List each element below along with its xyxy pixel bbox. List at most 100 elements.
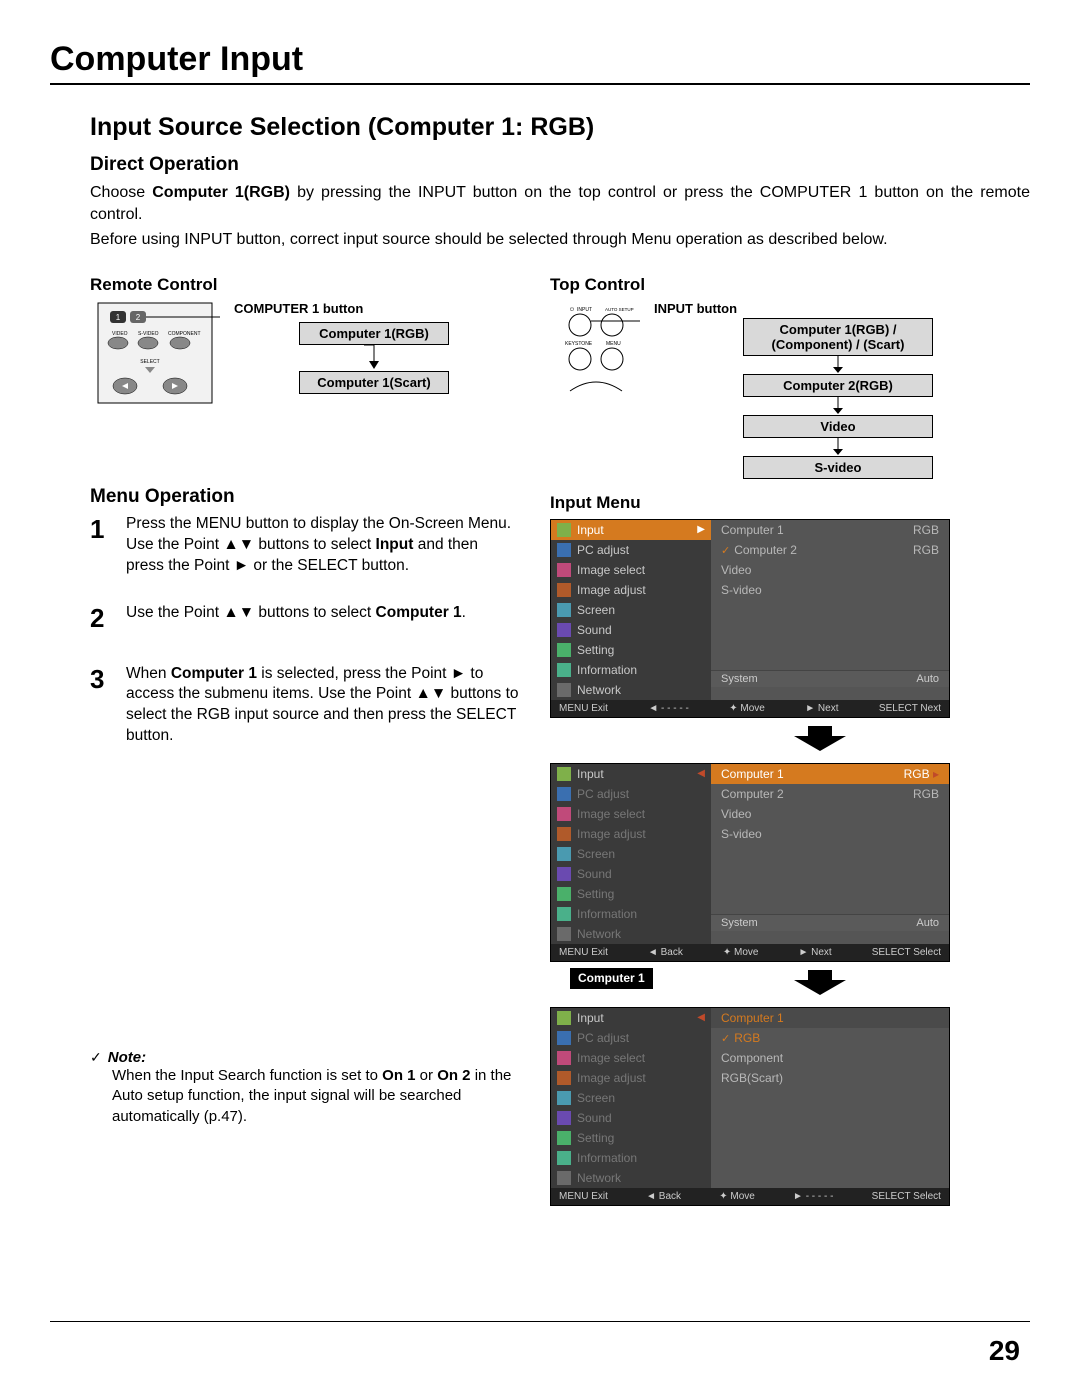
svg-text:SELECT: SELECT bbox=[140, 359, 159, 365]
topctrl-box2: Computer 2(RGB) bbox=[743, 374, 933, 397]
menu-screenshot-1: Input▶PC adjustImage selectImage adjustS… bbox=[550, 519, 950, 718]
top-control-svg: ⏻INPUT AUTO SETUP KEYSTONE MENU bbox=[550, 301, 640, 396]
menu-bottom-hint: ✦ Move bbox=[719, 1191, 755, 1202]
arrow-down-icon bbox=[364, 345, 384, 371]
menu-bottom-hint: SELECT Select bbox=[872, 947, 941, 958]
menu-bottom-hint: ✦ Move bbox=[729, 703, 765, 714]
arrow-down-icon bbox=[831, 397, 845, 415]
menu-list-item: Computer 1RGB bbox=[711, 520, 949, 540]
footer-rule bbox=[50, 1321, 1030, 1322]
down-arrow-with-badge: Computer 1 bbox=[610, 968, 1030, 1001]
menu-bottom-hint: ◄ Back bbox=[646, 1191, 681, 1202]
svg-text:2: 2 bbox=[136, 313, 141, 322]
svg-text:INPUT: INPUT bbox=[577, 307, 592, 313]
menu-bottom-hint: MENU Exit bbox=[559, 703, 608, 714]
svg-text:1: 1 bbox=[116, 313, 121, 322]
svg-text:COMPONENT: COMPONENT bbox=[168, 331, 201, 337]
svg-text:⏻: ⏻ bbox=[570, 307, 574, 313]
menu-bottom-hint: ► - - - - - bbox=[793, 1191, 833, 1202]
menu-bottom-hint: SELECT Select bbox=[872, 1191, 941, 1202]
topctrl-box1: Computer 1(RGB) / (Component) / (Scart) bbox=[743, 318, 933, 356]
menu-bottom-hint: ◄ Back bbox=[648, 947, 683, 958]
top-control-diagram: ⏻INPUT AUTO SETUP KEYSTONE MENU INPUT bu… bbox=[550, 301, 1030, 479]
direct-operation-heading: Direct Operation bbox=[90, 154, 1030, 176]
menu-bottom-hint: MENU Exit bbox=[559, 1191, 608, 1202]
menu-sidebar-item: Information bbox=[551, 660, 711, 680]
step-3: 3 When Computer 1 is selected, press the… bbox=[90, 664, 520, 748]
menu-sidebar-item: Network bbox=[551, 680, 711, 700]
menu-sidebar-item: Information bbox=[551, 904, 711, 924]
note-block: ✓ Note: bbox=[90, 1049, 520, 1066]
menu-list-item: Video bbox=[711, 560, 949, 580]
direct-operation-para2: Before using INPUT button, correct input… bbox=[90, 229, 1030, 251]
menu-list-item: S-video bbox=[711, 580, 949, 600]
menu-sidebar-item: Image select bbox=[551, 804, 711, 824]
menu-list-item: Computer 2RGB bbox=[711, 784, 949, 804]
topctrl-box3: Video bbox=[743, 415, 933, 438]
step-1: 1 Press the MENU button to display the O… bbox=[90, 514, 520, 577]
menu-bottom-hint: ✦ Move bbox=[723, 947, 759, 958]
menu-sidebar-item: Setting bbox=[551, 884, 711, 904]
menu-sidebar-item: Network bbox=[551, 924, 711, 944]
menu-sidebar-item: PC adjust bbox=[551, 540, 711, 560]
direct-operation-para1: Choose Computer 1(RGB) by pressing the I… bbox=[90, 182, 1030, 225]
menu-list-item: Computer 1RGB ▸ bbox=[711, 764, 949, 784]
menu-sidebar-item: Input◀ bbox=[551, 764, 711, 784]
menu-sidebar-item: Input◀ bbox=[551, 1008, 711, 1028]
menu-bottom-hint: SELECT Next bbox=[879, 703, 941, 714]
computer1-button-label: COMPUTER 1 button bbox=[234, 301, 520, 316]
input-menu-heading: Input Menu bbox=[550, 493, 1030, 513]
menu-bottom-hint: MENU Exit bbox=[559, 947, 608, 958]
section-title: Input Source Selection (Computer 1: RGB) bbox=[90, 113, 1030, 142]
menu-list-item: RGB bbox=[711, 1028, 949, 1048]
menu-sidebar-item: Image adjust bbox=[551, 580, 711, 600]
menu-sidebar-item: Sound bbox=[551, 1108, 711, 1128]
menu-sidebar-item: Network bbox=[551, 1168, 711, 1188]
menu-sidebar-item: Sound bbox=[551, 864, 711, 884]
svg-text:VIDEO: VIDEO bbox=[112, 331, 128, 337]
remote-box-scart: Computer 1(Scart) bbox=[299, 371, 449, 394]
menu-list-item: S-video bbox=[711, 824, 949, 844]
top-control-heading: Top Control bbox=[550, 275, 1030, 295]
menu-screenshot-2: Input◀PC adjustImage selectImage adjustS… bbox=[550, 763, 950, 962]
note-body: When the Input Search function is set to… bbox=[90, 1066, 520, 1127]
svg-text:KEYSTONE: KEYSTONE bbox=[565, 341, 593, 347]
arrow-down-icon bbox=[831, 356, 845, 374]
menu-sidebar-item: Image adjust bbox=[551, 824, 711, 844]
input-button-label: INPUT button bbox=[654, 301, 1030, 316]
menu-operation-heading: Menu Operation bbox=[90, 486, 520, 508]
menu-sidebar-item: Image select bbox=[551, 560, 711, 580]
topctrl-box4: S-video bbox=[743, 456, 933, 479]
computer1-badge: Computer 1 bbox=[570, 968, 653, 989]
menu-bottom-hint: ► Next bbox=[798, 947, 831, 958]
svg-text:AUTO SETUP: AUTO SETUP bbox=[605, 307, 634, 312]
arrow-down-icon bbox=[831, 438, 845, 456]
remote-control-heading: Remote Control bbox=[90, 275, 520, 295]
menu-list-item: Computer 2RGB bbox=[711, 540, 949, 560]
menu-sidebar-item: PC adjust bbox=[551, 1028, 711, 1048]
menu-list-item: Component bbox=[711, 1048, 949, 1068]
page-number: 29 bbox=[989, 1335, 1020, 1367]
menu-sidebar-item: Screen bbox=[551, 844, 711, 864]
down-arrow-icon bbox=[610, 724, 1030, 757]
menu-sidebar-item: Image select bbox=[551, 1048, 711, 1068]
menu-bottom-hint: ◄ - - - - - bbox=[648, 703, 688, 714]
menu-sidebar-item: Setting bbox=[551, 640, 711, 660]
menu-sidebar-item: Sound bbox=[551, 620, 711, 640]
menu-screenshot-3: Input◀PC adjustImage selectImage adjustS… bbox=[550, 1007, 950, 1206]
checkmark-icon: ✓ bbox=[90, 1049, 102, 1066]
menu-sidebar-item: Screen bbox=[551, 600, 711, 620]
step-2: 2 Use the Point ▲▼ buttons to select Com… bbox=[90, 603, 520, 634]
remote-box-rgb: Computer 1(RGB) bbox=[299, 322, 449, 345]
menu-sidebar-item: Image adjust bbox=[551, 1068, 711, 1088]
menu-list-item: Video bbox=[711, 804, 949, 824]
remote-control-diagram: 1 2 VIDEO S-VIDEO COMPONENT SELECT bbox=[90, 301, 520, 406]
menu-list-item: RGB(Scart) bbox=[711, 1068, 949, 1088]
menu-bottom-hint: ► Next bbox=[805, 703, 838, 714]
menu-sidebar-item: Screen bbox=[551, 1088, 711, 1108]
menu-sidebar-item: PC adjust bbox=[551, 784, 711, 804]
remote-control-svg: 1 2 VIDEO S-VIDEO COMPONENT SELECT bbox=[90, 301, 220, 406]
chapter-title: Computer Input bbox=[50, 40, 1030, 85]
menu-sidebar-item: Setting bbox=[551, 1128, 711, 1148]
menu-sidebar-item: Input▶ bbox=[551, 520, 711, 540]
